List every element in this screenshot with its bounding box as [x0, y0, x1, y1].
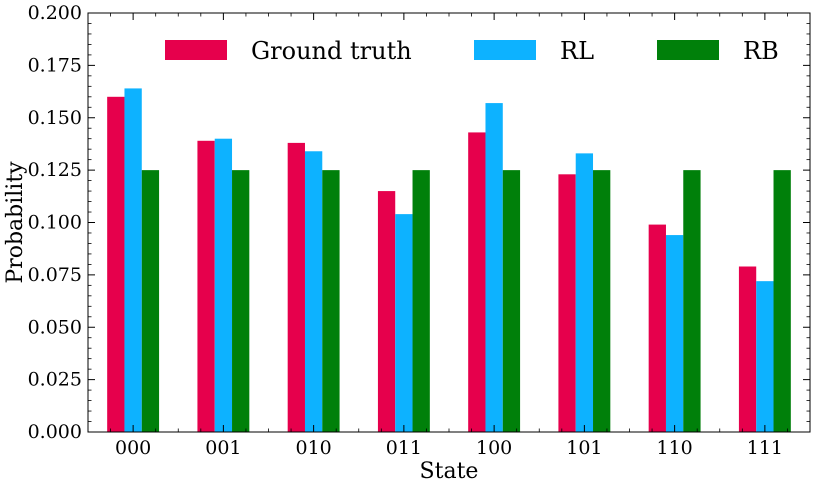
- bar-ground-truth-000: [107, 96, 125, 433]
- legend-swatch-rl: [474, 40, 536, 60]
- bar-rb-001: [232, 170, 250, 433]
- bar-ground-truth-011: [377, 191, 396, 432]
- bar-rb-111: [773, 170, 791, 433]
- bar-rb-010: [322, 170, 340, 433]
- y-tick-label: 0.000: [28, 421, 82, 443]
- x-tick-label: 100: [476, 437, 512, 459]
- bar-rl-110: [665, 235, 684, 432]
- x-axis-label: State: [420, 459, 479, 484]
- bar-rl-011: [395, 214, 413, 432]
- legend-label: RL: [560, 37, 594, 65]
- bar-ground-truth-100: [468, 132, 486, 433]
- bar-rl-111: [756, 281, 774, 432]
- legend-label: Ground truth: [251, 37, 412, 65]
- x-tick-label: 101: [566, 437, 602, 459]
- bar-ground-truth-101: [558, 174, 576, 432]
- y-tick-label: 0.200: [28, 2, 82, 24]
- bar-ground-truth-111: [738, 266, 757, 432]
- y-tick-label: 0.150: [28, 107, 82, 129]
- bar-ground-truth-110: [648, 224, 666, 432]
- bar-rl-100: [485, 103, 503, 432]
- legend-swatch-ground-truth: [165, 40, 227, 60]
- legend-swatch-rb: [657, 40, 719, 60]
- bar-rb-000: [141, 170, 160, 433]
- x-tick-label: 001: [205, 437, 241, 459]
- bar-ground-truth-001: [197, 140, 215, 433]
- bar-rb-110: [683, 170, 701, 433]
- bar-rl-001: [214, 138, 233, 432]
- plot-frame: [87, 12, 811, 433]
- bar-rb-101: [593, 170, 611, 433]
- bar-rl-101: [575, 153, 594, 432]
- x-tick-label: 111: [747, 437, 783, 459]
- bar-ground-truth-010: [287, 142, 305, 432]
- x-tick-label: 010: [295, 437, 331, 459]
- y-tick-label: 0.175: [28, 54, 82, 76]
- y-tick-label: 0.050: [28, 316, 82, 338]
- axes-layer: 0.000 0.025 0.050 0.075 0.100 0.125 0.150 0.175…: [28, 2, 811, 459]
- y-tick-label: 0.125: [28, 159, 82, 181]
- x-tick-label: 000: [115, 437, 151, 459]
- bars-layer: [107, 88, 791, 433]
- y-axis-label: Probability: [3, 161, 28, 284]
- bar-rb-011: [412, 170, 430, 433]
- x-tick-label: 011: [386, 437, 422, 459]
- x-tick-label: 110: [656, 437, 692, 459]
- bar-rl-010: [304, 151, 323, 432]
- legend: Ground truth RL RB: [165, 37, 779, 65]
- y-tick-label: 0.100: [28, 212, 82, 234]
- bar-rl-000: [124, 88, 142, 433]
- y-tick-label: 0.075: [28, 264, 82, 286]
- legend-label: RB: [743, 37, 779, 65]
- bar-rb-100: [502, 170, 521, 433]
- y-tick-label: 0.025: [28, 369, 82, 391]
